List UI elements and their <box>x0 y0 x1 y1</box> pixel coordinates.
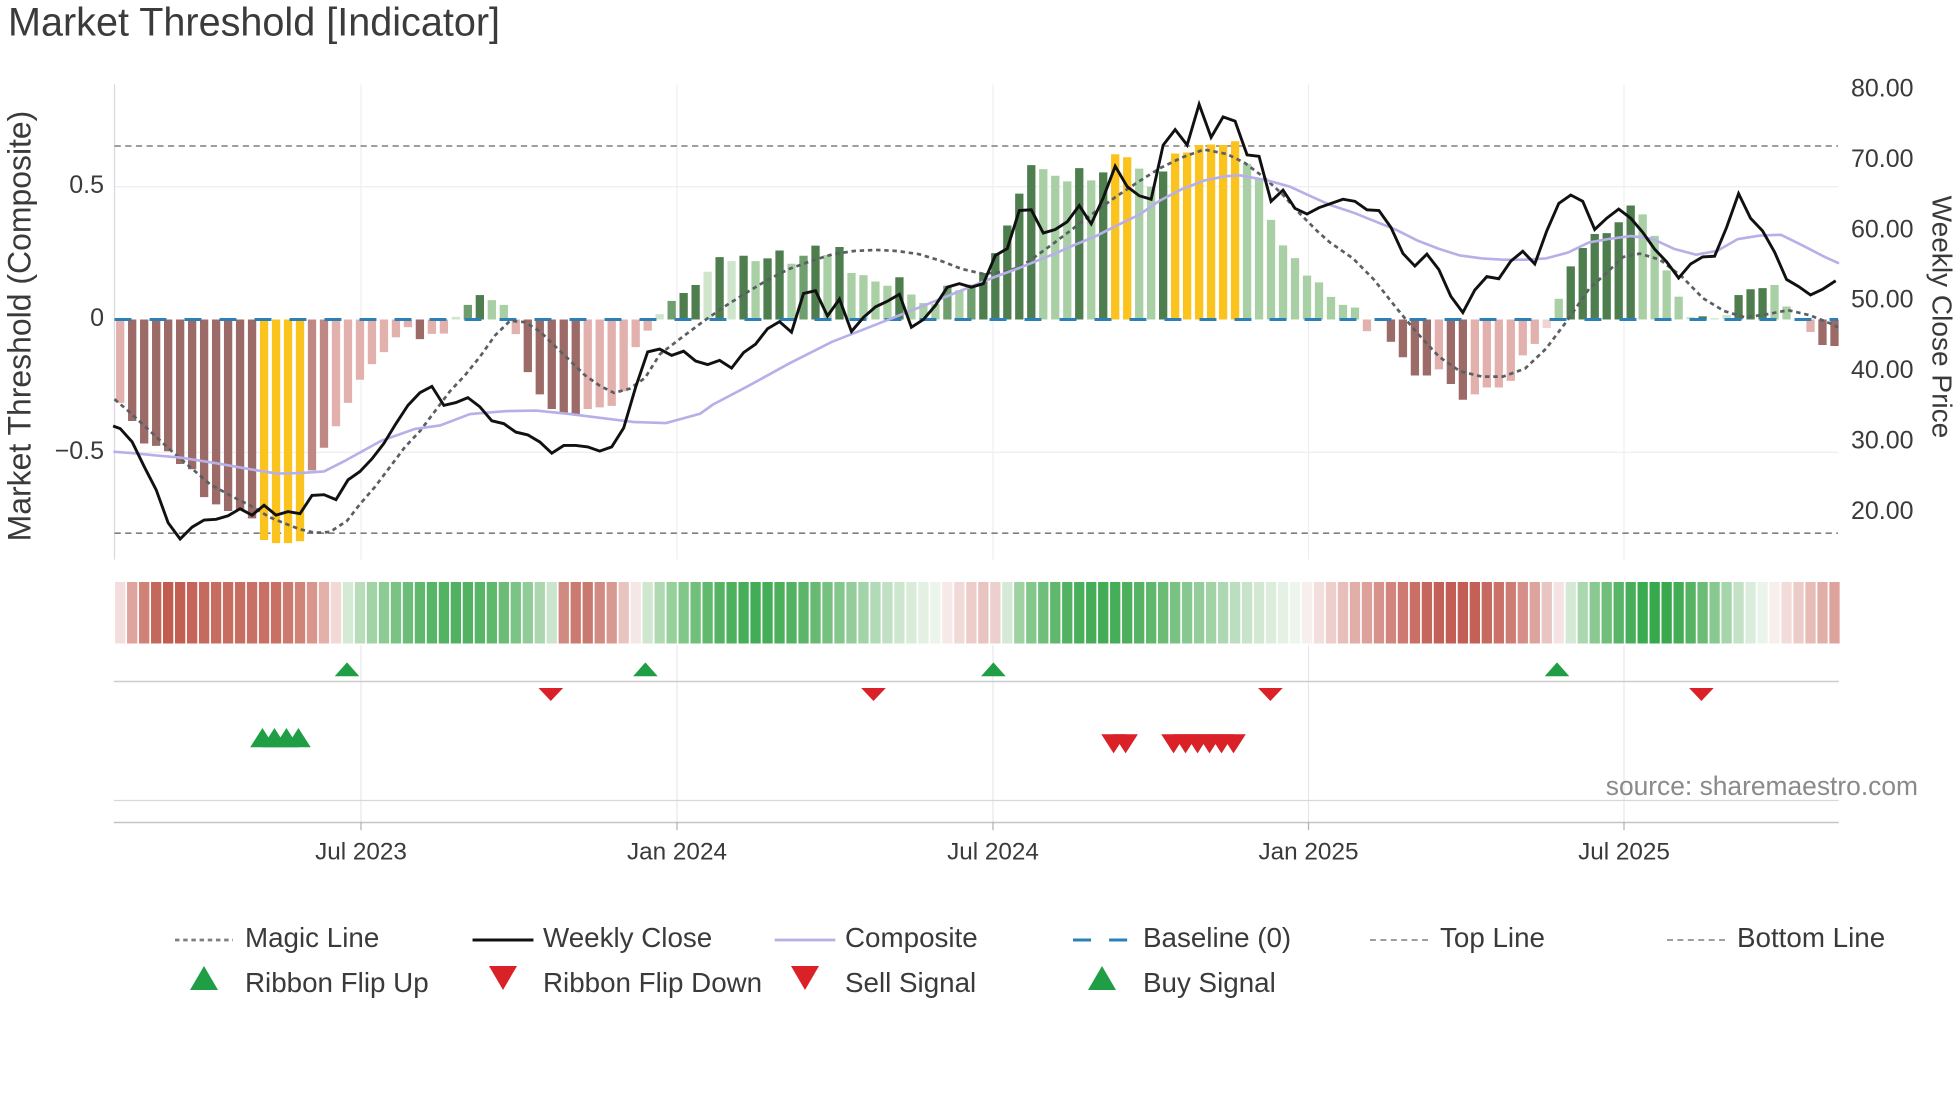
svg-text:Jul 2024: Jul 2024 <box>947 838 1039 865</box>
svg-text:Composite: Composite <box>845 922 978 953</box>
svg-text:40.00: 40.00 <box>1851 356 1914 384</box>
svg-text:60.00: 60.00 <box>1851 215 1914 243</box>
svg-text:Sell Signal: Sell Signal <box>845 967 976 998</box>
svg-text:source: sharemaestro.com: source: sharemaestro.com <box>1606 771 1918 801</box>
svg-text:Weekly Close: Weekly Close <box>543 922 712 953</box>
svg-text:Baseline (0): Baseline (0) <box>1143 922 1291 953</box>
svg-text:70.00: 70.00 <box>1851 145 1914 173</box>
svg-text:Market Threshold (Composite): Market Threshold (Composite) <box>1 111 37 542</box>
svg-text:Jul 2023: Jul 2023 <box>315 838 407 865</box>
svg-text:30.00: 30.00 <box>1851 426 1914 454</box>
svg-text:Jul 2025: Jul 2025 <box>1578 838 1670 865</box>
svg-text:Top Line: Top Line <box>1440 922 1545 953</box>
svg-text:0.5: 0.5 <box>69 171 104 199</box>
svg-text:50.00: 50.00 <box>1851 286 1914 314</box>
svg-text:Market Threshold [Indicator]: Market Threshold [Indicator] <box>8 1 500 45</box>
svg-text:Buy Signal: Buy Signal <box>1143 967 1276 998</box>
svg-text:Jan 2025: Jan 2025 <box>1259 838 1359 865</box>
svg-text:Magic Line: Magic Line <box>245 922 379 953</box>
svg-text:Ribbon Flip Up: Ribbon Flip Up <box>245 967 429 998</box>
svg-text:−0.5: −0.5 <box>55 437 104 465</box>
svg-text:Jan 2024: Jan 2024 <box>627 838 727 865</box>
svg-text:20.00: 20.00 <box>1851 497 1914 525</box>
svg-text:Bottom Line: Bottom Line <box>1737 922 1885 953</box>
svg-text:0: 0 <box>90 304 104 332</box>
svg-text:Ribbon Flip Down: Ribbon Flip Down <box>543 967 762 998</box>
svg-text:Weekly Close Price: Weekly Close Price <box>1927 196 1958 439</box>
svg-text:80.00: 80.00 <box>1851 75 1914 103</box>
